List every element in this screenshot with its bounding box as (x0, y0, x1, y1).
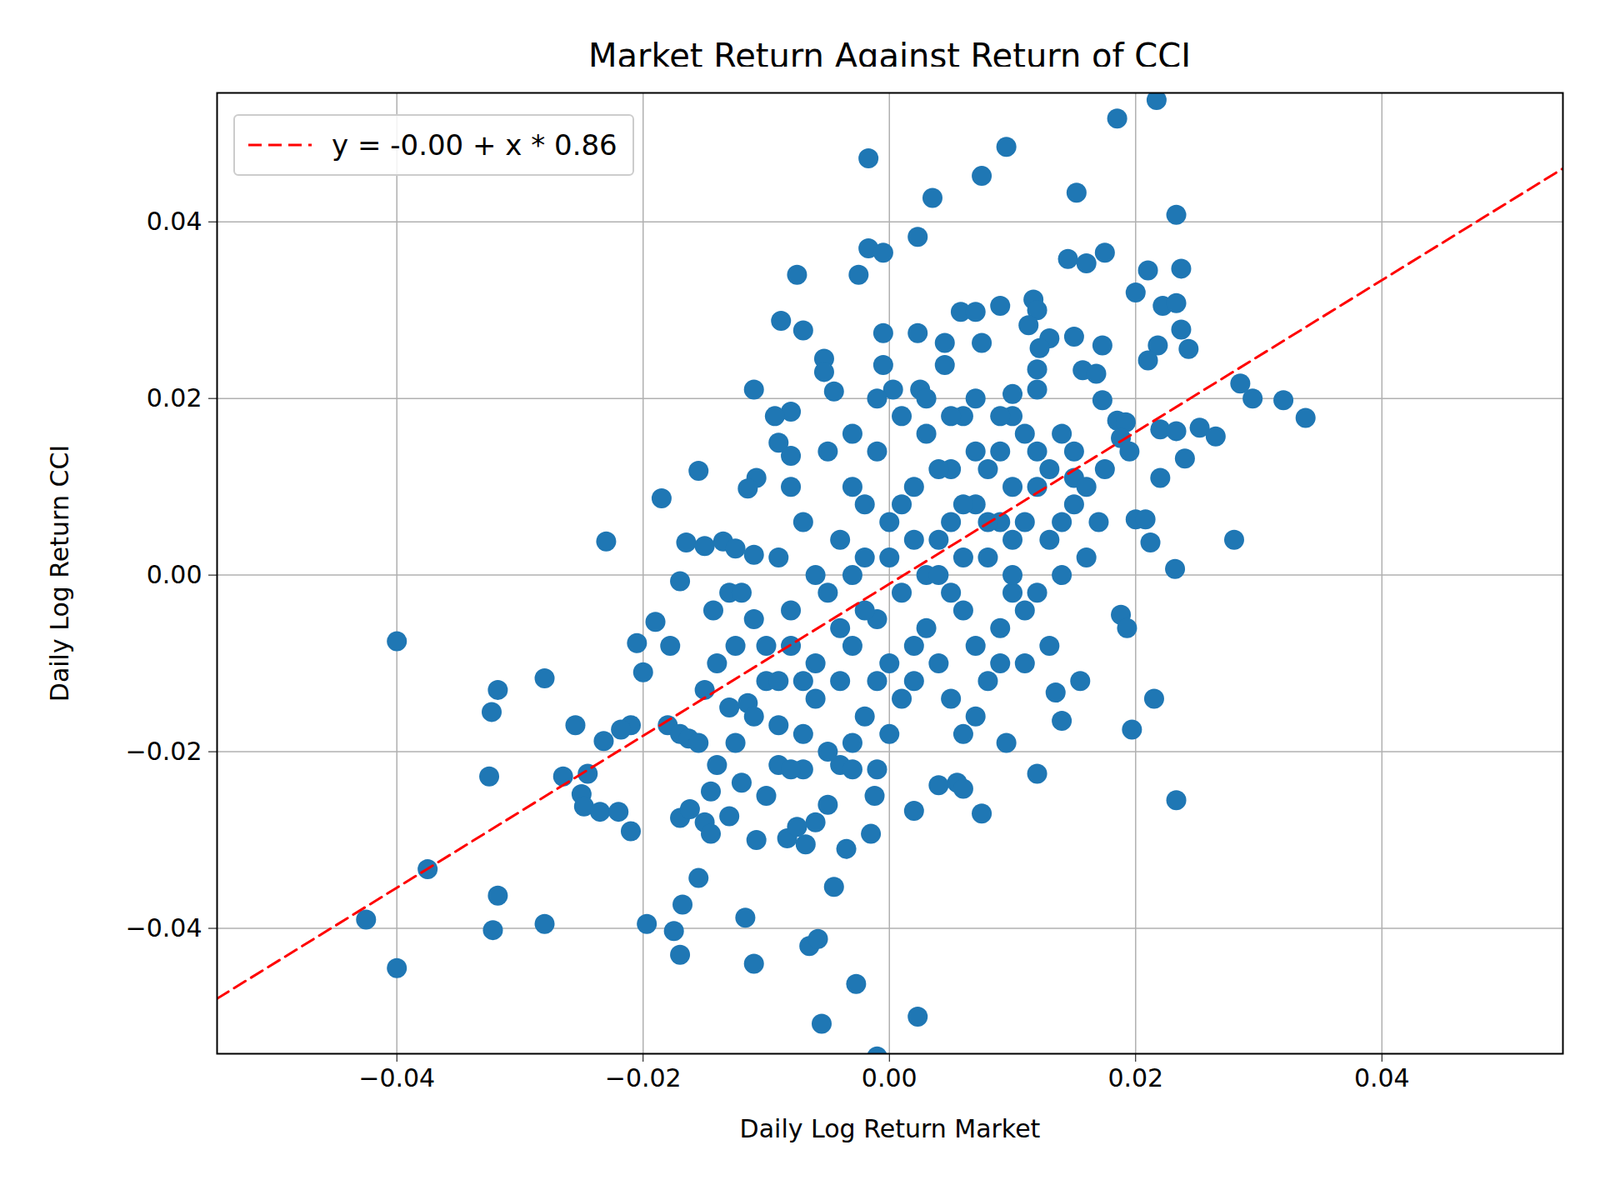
html-text:Market Return Against Return o: Market Return Against Return of CCI (588, 36, 1191, 75)
svg-text:Daily Log Return Market: Daily Log Return Market (740, 1114, 1041, 1144)
svg-text:0.04: 0.04 (146, 206, 203, 236)
svg-text:Daily Log Return CCI: Daily Log Return CCI (45, 445, 75, 702)
svg-text:−0.04: −0.04 (358, 1063, 435, 1093)
svg-text:−0.02: −0.02 (605, 1063, 682, 1093)
svg-text:0.02: 0.02 (1107, 1063, 1164, 1093)
svg-text:0.00: 0.00 (146, 560, 203, 590)
svg-text:−0.04: −0.04 (125, 913, 203, 943)
html-text:y = -0.00 + x * 0.86: y = -0.00 + x * 0.86 (331, 128, 618, 162)
svg-text:−0.02: −0.02 (125, 736, 203, 766)
svg-text:0.04: 0.04 (1354, 1063, 1410, 1093)
svg-text:0.00: 0.00 (861, 1063, 918, 1093)
svg-text:0.02: 0.02 (146, 383, 203, 413)
